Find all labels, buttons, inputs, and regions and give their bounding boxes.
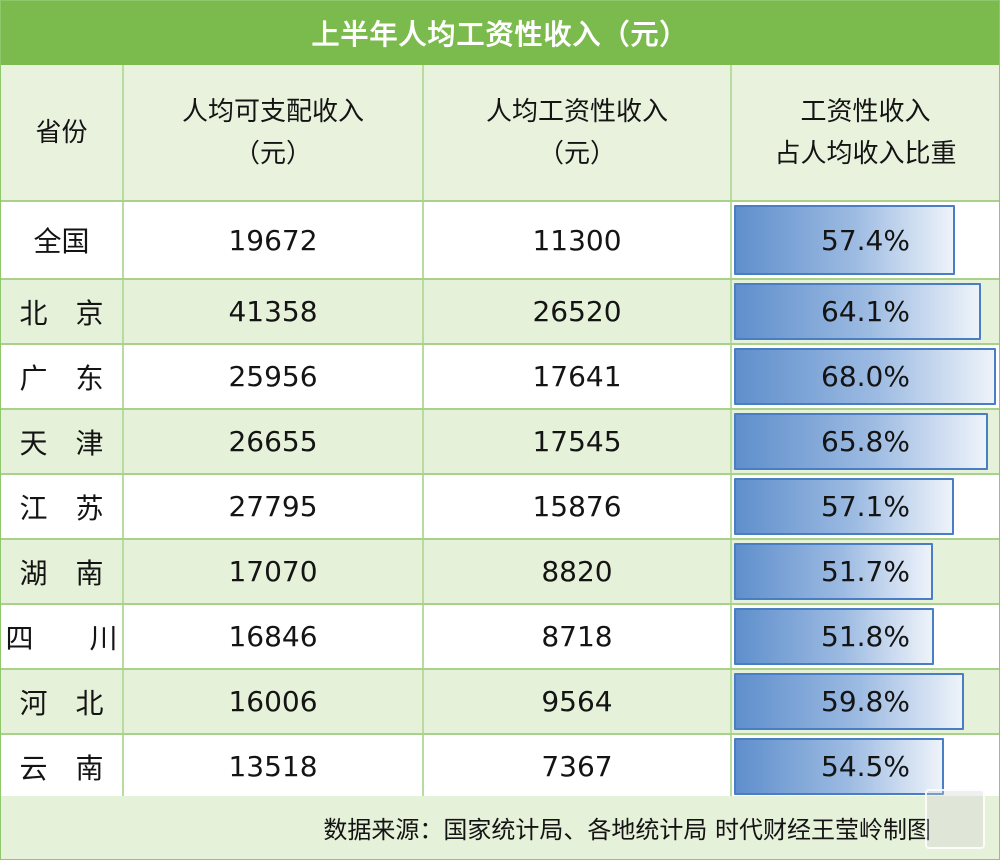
province-cell: 河 北 <box>1 669 124 735</box>
header-row: 省份 人均可支配收入 （元） 人均工资性收入 （元） 工资性收入 占人均收入比重 <box>1 65 999 202</box>
share-bar <box>734 478 954 535</box>
province-cell: 云 南 <box>1 734 124 800</box>
table-row: 天 津 26655 17545 65.8% <box>1 409 999 475</box>
share-cell: 65.8% <box>731 409 999 475</box>
wage-income-cell: 26520 <box>423 279 732 345</box>
share-label: 51.8% <box>821 620 910 653</box>
table-row: 江 苏 27795 15876 57.1% <box>1 474 999 540</box>
share-bar <box>734 348 996 405</box>
share-bar <box>734 205 955 275</box>
province-cell: 江 苏 <box>1 474 124 540</box>
province-cell: 天 津 <box>1 409 124 475</box>
province-cell: 广 东 <box>1 344 124 410</box>
header-province: 省份 <box>1 65 124 202</box>
header-line: 省份 <box>35 117 88 148</box>
disposable-income-cell: 17070 <box>123 539 424 605</box>
table-row: 云 南 13518 7367 54.5% <box>1 734 999 800</box>
disposable-income-cell: 16006 <box>123 669 424 735</box>
share-label: 64.1% <box>821 295 910 328</box>
table-row: 四 川 16846 8718 51.8% <box>1 604 999 670</box>
share-label: 54.5% <box>821 750 910 783</box>
share-cell: 57.1% <box>731 474 999 540</box>
disposable-income-cell: 26655 <box>123 409 424 475</box>
header-line: （元） <box>537 138 616 169</box>
share-label: 51.7% <box>821 555 910 588</box>
table-row: 河 北 16006 9564 59.8% <box>1 669 999 735</box>
header-line: 人均可支配收入 <box>181 96 364 127</box>
share-bar <box>734 608 934 665</box>
wage-income-cell: 17545 <box>423 409 732 475</box>
share-label: 68.0% <box>821 360 910 393</box>
table-row: 北 京 41358 26520 64.1% <box>1 279 999 345</box>
disposable-income-cell: 25956 <box>123 344 424 410</box>
header-line: 人均工资性收入 <box>485 96 668 127</box>
share-label: 57.4% <box>821 223 910 257</box>
share-cell: 68.0% <box>731 344 999 410</box>
share-bar <box>734 738 944 795</box>
wage-income-cell: 8820 <box>423 539 732 605</box>
header-share: 工资性收入 占人均收入比重 <box>731 65 999 202</box>
source-footer: 数据来源：国家统计局、各地统计局 时代财经王莹岭制图 <box>1 796 999 859</box>
share-bar <box>734 413 988 470</box>
province-cell: 北 京 <box>1 279 124 345</box>
share-cell: 51.7% <box>731 539 999 605</box>
table-row: 广 东 25956 17641 68.0% <box>1 344 999 410</box>
disposable-income-cell: 27795 <box>123 474 424 540</box>
share-bar <box>734 283 981 340</box>
wage-income-cell: 15876 <box>423 474 732 540</box>
share-label: 57.1% <box>821 490 910 523</box>
share-cell: 59.8% <box>731 669 999 735</box>
disposable-income-cell: 41358 <box>123 279 424 345</box>
wage-income-cell: 11300 <box>423 201 732 280</box>
wage-income-cell: 7367 <box>423 734 732 800</box>
table-row: 湖 南 17070 8820 51.7% <box>1 539 999 605</box>
wage-income-cell: 17641 <box>423 344 732 410</box>
header-wage: 人均工资性收入 （元） <box>423 65 732 202</box>
share-cell: 64.1% <box>731 279 999 345</box>
share-cell: 57.4% <box>731 201 999 280</box>
watermark-logo <box>925 789 985 849</box>
share-bar <box>734 673 964 730</box>
header-line: 占人均收入比重 <box>774 138 957 169</box>
income-table: 省份 人均可支配收入 （元） 人均工资性收入 （元） 工资性收入 占人均收入比重… <box>1 65 999 800</box>
header-disposable: 人均可支配收入 （元） <box>123 65 424 202</box>
header-line: 工资性收入 <box>800 96 931 127</box>
province-cell: 湖 南 <box>1 539 124 605</box>
province-cell: 全国 <box>1 201 124 280</box>
wage-income-cell: 8718 <box>423 604 732 670</box>
share-label: 59.8% <box>821 685 910 718</box>
province-cell: 四 川 <box>1 604 124 670</box>
table-title: 上半年人均工资性收入（元） <box>1 1 999 65</box>
share-bar <box>734 543 933 600</box>
share-cell: 51.8% <box>731 604 999 670</box>
share-label: 65.8% <box>821 425 910 458</box>
disposable-income-cell: 16846 <box>123 604 424 670</box>
disposable-income-cell: 19672 <box>123 201 424 280</box>
table-row: 全国 19672 11300 57.4% <box>1 201 999 280</box>
header-line: （元） <box>233 138 312 169</box>
wage-income-cell: 9564 <box>423 669 732 735</box>
disposable-income-cell: 13518 <box>123 734 424 800</box>
